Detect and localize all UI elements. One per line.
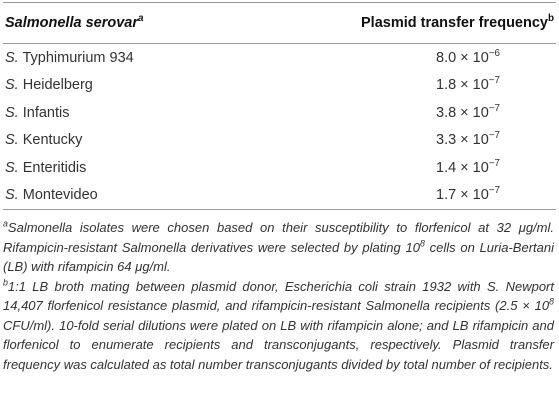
table-row: S. Kentucky 3.3 × 10−7 [3, 127, 556, 155]
frequency-base: 3.3 × 10 [436, 132, 489, 149]
table-header: Salmonella serovara Plasmid transfer freq… [3, 2, 556, 44]
frequency-cell: 1.4 × 10−7 [296, 154, 556, 182]
serovar-cell: S. Infantis [3, 99, 296, 127]
frequency-cell: 8.0 × 10−6 [296, 44, 556, 72]
serovar-cell: S. Kentucky [3, 127, 296, 155]
frequency-base: 1.4 × 10 [436, 159, 489, 176]
genus: S. [5, 159, 19, 176]
frequency-cell: 3.3 × 10−7 [296, 127, 556, 155]
genus: S. [5, 104, 19, 121]
header-footnote-marker: a [138, 13, 144, 25]
footnote-marker: a [3, 218, 8, 229]
header-text: Plasmid transfer frequency [361, 15, 548, 31]
footnote: aSalmonella isolates were chosen based o… [3, 218, 554, 277]
frequency-cell: 3.8 × 10−7 [296, 99, 556, 127]
genus: S. [5, 132, 19, 149]
serovar-name: Typhimurium 934 [22, 49, 134, 66]
table-row: S. Infantis 3.8 × 10−7 [3, 99, 556, 127]
serovar-name: Enteritidis [22, 159, 87, 176]
footnote-text: cells on Luria-Bertani (LB) with rifampi… [3, 239, 554, 275]
serovar-name: Kentucky [22, 132, 83, 149]
footnote-marker: b [3, 277, 8, 288]
table: Salmonella serovara Plasmid transfer freq… [3, 2, 556, 210]
frequency-exponent: −7 [488, 130, 501, 142]
frequency-base: 8.0 × 10 [436, 49, 489, 66]
footnote-text: 1:1 LB broth mating between plasmid dono… [3, 278, 554, 314]
genus: S. [5, 187, 19, 204]
header-text: Salmonella serovar [5, 15, 138, 31]
frequency-base: 1.7 × 10 [436, 187, 489, 204]
serovar-name: Heidelberg [22, 77, 93, 94]
table-body: S. Typhimurium 934 8.0 × 10−6 S. Heidelber… [3, 44, 556, 210]
serovar-cell: S. Montevideo [3, 182, 296, 210]
superscript: 8 [419, 238, 425, 249]
frequency-exponent: −7 [488, 185, 501, 197]
footnote: b1:1 LB broth mating between plasmid don… [3, 277, 554, 375]
serovar-name: Montevideo [22, 187, 98, 204]
footnote-text: Salmonella isolates were chosen based on… [3, 220, 554, 255]
frequency-exponent: −7 [488, 102, 501, 114]
frequency-base: 3.8 × 10 [436, 104, 489, 121]
genus: S. [5, 77, 19, 94]
genus: S. [5, 49, 19, 66]
frequency-cell: 1.8 × 10−7 [296, 72, 556, 100]
table-row: S. Heidelberg 1.8 × 10−7 [3, 72, 556, 100]
superscript: 8 [549, 296, 554, 307]
column-header: Salmonella serovara [3, 3, 296, 44]
column-header: Plasmid transfer frequencyb [296, 3, 556, 44]
footnotes: aSalmonella isolates were chosen based o… [3, 218, 556, 374]
frequency-cell: 1.7 × 10−7 [296, 182, 556, 210]
footnote-text: CFU/ml). 10-fold serial dilutions were p… [3, 317, 554, 372]
serovar-name: Infantis [22, 104, 70, 121]
serovar-cell: S. Heidelberg [3, 72, 296, 100]
table-row: S. Enteritidis 1.4 × 10−7 [3, 154, 556, 182]
serovar-cell: S. Enteritidis [3, 154, 296, 182]
frequency-exponent: −7 [488, 75, 501, 87]
frequency-exponent: −7 [488, 157, 501, 169]
header-footnote-marker: b [547, 13, 554, 25]
table-row: S. Montevideo 1.7 × 10−7 [3, 182, 556, 210]
frequency-base: 1.8 × 10 [436, 77, 489, 94]
frequency-exponent: −6 [488, 47, 501, 59]
serovar-cell: S. Typhimurium 934 [3, 44, 296, 72]
header-row: Salmonella serovara Plasmid transfer freq… [3, 2, 556, 44]
table-row: S. Typhimurium 934 8.0 × 10−6 [3, 44, 556, 72]
